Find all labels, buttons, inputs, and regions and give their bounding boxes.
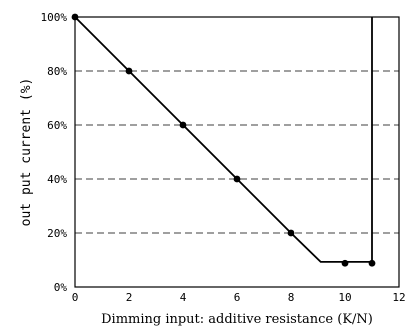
y-tick-label: 40% [47,173,67,186]
data-point [233,175,241,183]
x-tick-label: 0 [72,291,79,304]
y-tick-label: 20% [47,227,67,240]
x-tick-label: 8 [288,291,295,304]
y-axis-label: out put current (%) [19,78,34,227]
y-tick-label: 0% [54,281,68,294]
data-point [125,67,133,75]
y-tick-label: 60% [47,119,67,132]
data-point [341,259,349,267]
data-point [179,121,187,129]
y-tick-label: 80% [47,65,67,78]
gridlines [75,70,399,234]
data-point [71,13,79,21]
y-tick-label: 100% [41,11,68,24]
x-tick-label: 12 [392,291,405,304]
plot-frame [74,16,400,288]
x-axis-ticks: 0 2 4 6 8 10 12 [72,291,406,304]
series-line [74,16,373,263]
series-lines [74,16,373,263]
data-point [368,259,376,267]
series-markers [71,13,376,267]
x-axis-label: Dimming input: additive resistance (K/N) [101,312,373,327]
x-tick-label: 6 [234,291,241,304]
x-tick-label: 4 [180,291,187,304]
x-tick-label: 10 [338,291,351,304]
data-point [287,229,295,237]
y-axis-ticks: 0% 20% 40% 60% 80% 100% [41,11,68,294]
x-tick-label: 2 [126,291,133,304]
